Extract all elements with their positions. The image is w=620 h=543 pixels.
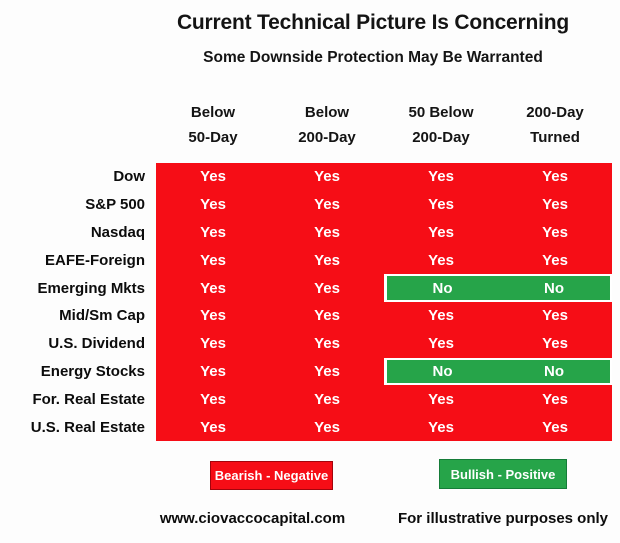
table-cell: Yes: [156, 301, 270, 330]
table-cell: No: [384, 357, 498, 386]
table-cell: Yes: [156, 246, 270, 275]
page-title: Current Technical Picture Is Concerning: [176, 11, 570, 34]
table-cell: Yes: [384, 218, 498, 247]
table-cell: Yes: [498, 218, 612, 247]
row-label-u-s-dividend: U.S. Dividend: [48, 335, 145, 353]
column-header-line: Below: [304, 104, 350, 121]
table-cell: Yes: [156, 190, 270, 219]
table-cell: Yes: [270, 329, 384, 358]
table-cell: Yes: [270, 413, 384, 441]
row-label-energy-stocks: Energy Stocks: [40, 362, 145, 380]
row-label-emerging-mkts: Emerging Mkts: [37, 279, 145, 297]
table-cell: Yes: [498, 413, 612, 441]
page-subtitle: Some Downside Protection May Be Warrante…: [203, 49, 543, 66]
table-cell: Yes: [156, 357, 270, 386]
column-header-line: 200-Day: [412, 129, 470, 146]
table-cell: Yes: [384, 190, 498, 219]
table-cell: Yes: [270, 246, 384, 275]
column-header-below-200-day: Below 200-Day: [270, 100, 384, 150]
table-cell: Yes: [156, 163, 270, 191]
row-label-mid-sm-cap: Mid/Sm Cap: [59, 307, 145, 325]
row-label-nasdaq: Nasdaq: [90, 223, 145, 241]
table-cell: No: [498, 274, 612, 302]
table-cell: No: [498, 357, 612, 386]
legend-bullish-badge: Bullish - Positive: [439, 459, 567, 489]
column-header-line: 200-Day: [526, 104, 584, 121]
table-cell: Yes: [498, 246, 612, 275]
table-cell: Yes: [156, 218, 270, 247]
column-header-line: Turned: [530, 129, 580, 146]
table-cell: Yes: [384, 301, 498, 330]
table-cell: Yes: [156, 329, 270, 358]
table-cell: Yes: [384, 163, 498, 191]
table-cell: Yes: [270, 385, 384, 414]
table-cell: Yes: [498, 301, 612, 330]
column-header-200-day-turned: 200-Day Turned: [498, 100, 612, 150]
column-header-line: Below: [190, 104, 236, 121]
column-header-line: 50-Day: [188, 129, 238, 146]
column-header-50-below-200-day: 50 Below 200-Day: [384, 100, 498, 150]
table-cell: Yes: [384, 246, 498, 275]
legend-bearish-badge: Bearish - Negative: [210, 461, 333, 490]
row-label-eafe-foreign: EAFE-Foreign: [45, 251, 145, 269]
table-cell: Yes: [270, 190, 384, 219]
row-label-u-s-real-estate: U.S. Real Estate: [30, 418, 145, 436]
table-cell: Yes: [156, 274, 270, 302]
indicator-table: Dow Yes Yes Yes Yes S&P 500 Yes Yes Yes Yes Nasdaq…: [0, 163, 612, 441]
footer-website: www.ciovaccocapital.com: [159, 510, 346, 527]
column-header-line: 200-Day: [298, 129, 356, 146]
table-cell: Yes: [270, 274, 384, 302]
row-label-dow: Dow: [113, 168, 145, 186]
row-label-for-real-estate: For. Real Estate: [32, 390, 145, 408]
table-cell: Yes: [498, 385, 612, 414]
table-cell: Yes: [270, 357, 384, 386]
table-cell: Yes: [498, 329, 612, 358]
table-cell: Yes: [156, 413, 270, 441]
column-header-line: 50 Below: [408, 104, 474, 121]
footer-disclaimer: For illustrative purposes only: [397, 510, 609, 527]
table-cell: Yes: [498, 190, 612, 219]
table-cell: Yes: [270, 218, 384, 247]
column-header-below-50-day: Below 50-Day: [156, 100, 270, 150]
row-label-s-p-500: S&P 500: [85, 196, 145, 214]
table-cell: No: [384, 274, 498, 302]
column-headers: Below 50-Day Below 200-Day 50 Below 200-Day 20…: [156, 100, 612, 150]
table-cell: Yes: [384, 413, 498, 441]
table-cell: Yes: [270, 163, 384, 191]
table-cell: Yes: [270, 301, 384, 330]
table-cell: Yes: [498, 163, 612, 191]
table-cell: Yes: [384, 329, 498, 358]
table-cell: Yes: [156, 385, 270, 414]
table-cell: Yes: [384, 385, 498, 414]
